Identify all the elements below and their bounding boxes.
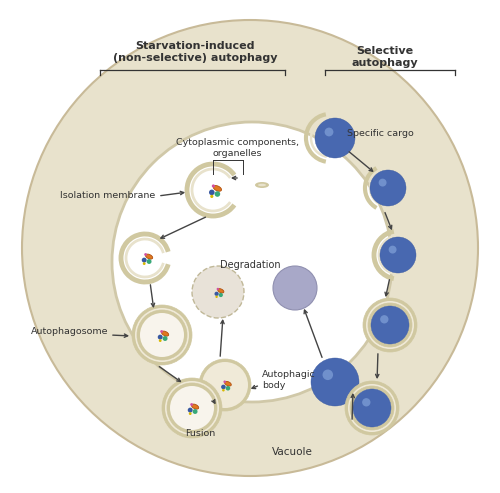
Circle shape bbox=[144, 253, 147, 256]
Circle shape bbox=[199, 359, 251, 411]
Circle shape bbox=[368, 303, 412, 347]
Circle shape bbox=[348, 384, 396, 432]
Ellipse shape bbox=[192, 404, 198, 409]
Text: Selective
autophagy: Selective autophagy bbox=[352, 46, 418, 68]
Text: Autophagic
body: Autophagic body bbox=[262, 370, 316, 389]
Circle shape bbox=[218, 293, 223, 297]
Circle shape bbox=[380, 315, 388, 323]
Circle shape bbox=[353, 389, 391, 427]
Circle shape bbox=[371, 306, 409, 344]
Circle shape bbox=[224, 381, 226, 383]
Circle shape bbox=[222, 389, 224, 391]
Circle shape bbox=[167, 383, 217, 433]
Circle shape bbox=[210, 195, 214, 198]
Text: Cytoplasmic components,
organelles: Cytoplasmic components, organelles bbox=[176, 139, 298, 158]
Circle shape bbox=[216, 296, 218, 298]
Circle shape bbox=[388, 246, 396, 253]
Circle shape bbox=[162, 378, 222, 438]
Circle shape bbox=[371, 306, 409, 344]
Circle shape bbox=[158, 335, 162, 340]
Circle shape bbox=[221, 385, 226, 389]
Text: Isolation membrane: Isolation membrane bbox=[60, 191, 155, 201]
Ellipse shape bbox=[255, 182, 269, 188]
Text: Specific cargo: Specific cargo bbox=[347, 129, 414, 138]
Text: Starvation-induced
(non-selective) autophagy: Starvation-induced (non-selective) autop… bbox=[113, 41, 277, 63]
Circle shape bbox=[363, 298, 417, 352]
Circle shape bbox=[380, 237, 416, 273]
Circle shape bbox=[273, 266, 317, 310]
Circle shape bbox=[165, 381, 219, 435]
Circle shape bbox=[216, 288, 219, 290]
Ellipse shape bbox=[218, 289, 224, 293]
Circle shape bbox=[160, 330, 163, 333]
Circle shape bbox=[146, 259, 152, 264]
Circle shape bbox=[188, 408, 192, 413]
Circle shape bbox=[209, 190, 214, 195]
Text: Vacuole: Vacuole bbox=[272, 447, 312, 457]
Circle shape bbox=[226, 386, 230, 390]
Circle shape bbox=[192, 409, 198, 414]
Circle shape bbox=[142, 258, 146, 263]
Text: Degradation: Degradation bbox=[220, 260, 280, 270]
Circle shape bbox=[370, 170, 406, 206]
Text: Fusion: Fusion bbox=[185, 428, 215, 437]
Ellipse shape bbox=[258, 184, 266, 186]
Ellipse shape bbox=[146, 254, 152, 259]
Circle shape bbox=[162, 336, 168, 341]
Circle shape bbox=[212, 184, 215, 188]
Circle shape bbox=[170, 386, 214, 430]
Circle shape bbox=[350, 386, 394, 430]
Circle shape bbox=[22, 20, 478, 476]
Circle shape bbox=[214, 292, 218, 296]
Circle shape bbox=[366, 301, 414, 349]
Circle shape bbox=[362, 398, 370, 407]
Circle shape bbox=[345, 381, 399, 435]
Circle shape bbox=[214, 191, 220, 197]
Ellipse shape bbox=[162, 331, 168, 336]
Circle shape bbox=[159, 339, 162, 342]
Circle shape bbox=[192, 266, 244, 318]
Circle shape bbox=[315, 118, 355, 158]
Circle shape bbox=[143, 262, 146, 265]
Circle shape bbox=[322, 370, 333, 380]
Circle shape bbox=[202, 362, 248, 408]
Ellipse shape bbox=[224, 382, 232, 386]
Circle shape bbox=[353, 389, 391, 427]
Circle shape bbox=[189, 412, 192, 415]
Text: Autophagosome: Autophagosome bbox=[30, 327, 108, 337]
Circle shape bbox=[135, 308, 189, 362]
Circle shape bbox=[311, 358, 359, 406]
Circle shape bbox=[137, 310, 187, 360]
Circle shape bbox=[190, 403, 193, 406]
Circle shape bbox=[132, 305, 192, 365]
Circle shape bbox=[324, 128, 334, 137]
Circle shape bbox=[140, 313, 184, 357]
Circle shape bbox=[112, 122, 392, 402]
Ellipse shape bbox=[214, 185, 222, 191]
Circle shape bbox=[378, 178, 386, 186]
